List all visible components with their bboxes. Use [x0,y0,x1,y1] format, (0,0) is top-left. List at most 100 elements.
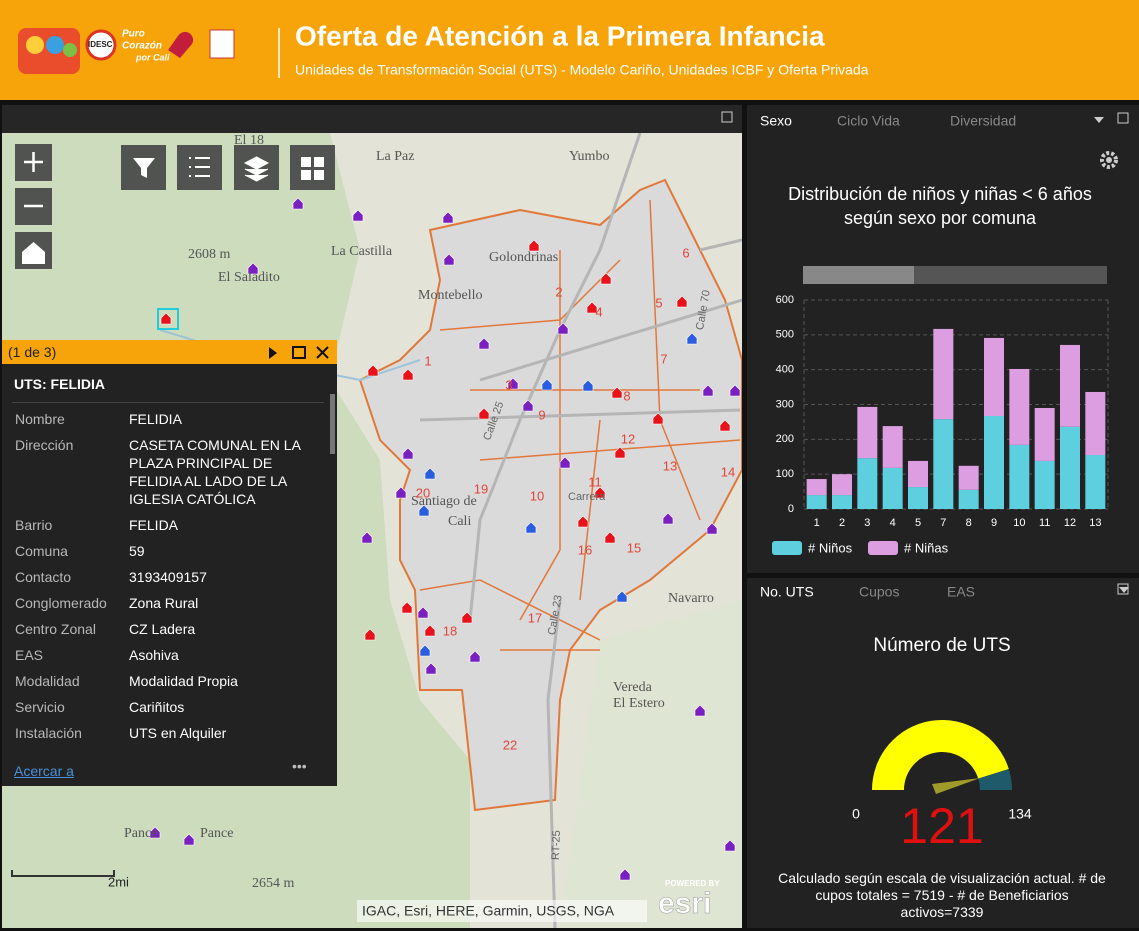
map-marker[interactable] [729,384,741,397]
map-marker[interactable] [676,295,688,308]
map-marker[interactable] [652,412,664,425]
map-marker[interactable] [419,644,431,657]
map-marker[interactable] [594,486,606,499]
map-marker[interactable] [443,253,455,266]
legend-label: # Niñas [904,540,949,555]
bar-segment [857,406,878,459]
field-label: Conglomerado [15,595,107,611]
bar-segment [984,415,1004,509]
map-tools[interactable] [15,144,335,269]
map-marker[interactable] [418,504,430,517]
place-label: Pance [124,826,157,841]
map-marker[interactable] [160,312,172,325]
y-tick-label: 600 [776,294,794,306]
settings-icon[interactable] [1100,151,1118,169]
y-tick-label: 0 [788,503,794,515]
map-marker[interactable] [702,384,714,397]
scroll-handle[interactable] [803,266,914,284]
map-marker[interactable] [395,486,407,499]
gauge-panel [747,578,1139,928]
map-marker[interactable] [706,522,718,535]
chart-title: Distribución de niños y niñas < 6 años s… [788,184,1092,228]
bar-segment [958,489,979,509]
map-marker[interactable] [541,378,553,391]
map-marker[interactable] [611,386,623,399]
popup-row: Modalidad Modalidad Propia [2,672,327,690]
place-label: Navarro [668,591,714,606]
bar-segment [832,495,852,509]
map-marker[interactable] [425,662,437,675]
tab[interactable]: Ciclo Vida [837,113,900,129]
tab[interactable]: EAS [947,584,975,600]
map-marker[interactable] [586,301,598,314]
field-label: Nombre [15,411,65,427]
bar-segment [958,465,979,490]
map-marker[interactable] [694,704,706,717]
map-marker[interactable] [424,467,436,480]
map-marker[interactable] [719,419,731,432]
map-marker[interactable] [478,337,490,350]
map-marker[interactable] [361,531,373,544]
map-marker[interactable] [461,611,473,624]
map-marker[interactable] [183,833,195,846]
more-icon[interactable]: ••• [292,758,307,774]
map-marker[interactable] [528,239,540,252]
tab[interactable]: No. UTS [760,584,814,600]
comuna-label: 17 [528,610,542,625]
map-marker[interactable] [507,377,519,390]
field-value: 59 [129,543,145,559]
comuna-label: 1 [424,353,431,368]
zoom-link[interactable]: Acercar a [14,763,74,779]
comuna-label: 2 [555,284,562,299]
maximize-icon[interactable] [1117,583,1129,595]
field-label: Servicio [15,699,65,715]
map-marker[interactable] [604,531,616,544]
map-marker[interactable] [619,868,631,881]
map-marker[interactable] [600,272,612,285]
road-label: RT-25 [550,830,563,860]
map-marker[interactable] [402,447,414,460]
map-marker[interactable] [352,209,364,222]
tab[interactable]: Sexo [760,113,792,129]
map-marker[interactable] [525,521,537,534]
field-value: FELIDIA [129,411,182,427]
maximize-icon[interactable] [1117,112,1129,124]
map-marker[interactable] [402,368,414,381]
attribution-bg [357,900,647,922]
popup-header: (1 de 3) [2,340,337,364]
map-marker[interactable] [367,364,379,377]
map-marker[interactable] [149,826,161,839]
map-marker[interactable] [247,262,259,275]
map-marker[interactable] [582,379,594,392]
map-marker[interactable] [616,590,628,603]
tab[interactable]: Cupos [859,584,899,600]
popup-row: Dirección CASETA COMUNAL EN LA PLAZA PRIN… [2,436,327,508]
map-marker[interactable] [469,650,481,663]
comuna-label: 8 [623,388,630,403]
map-marker[interactable] [478,407,490,420]
map-marker[interactable] [686,332,698,345]
x-tick-label: 12 [1064,517,1076,529]
map-marker[interactable] [522,399,534,412]
map-marker[interactable] [614,446,626,459]
map-marker[interactable] [417,606,429,619]
map-marker[interactable] [401,601,413,614]
map-marker[interactable] [559,456,571,469]
comuna-label: 4 [595,304,602,319]
tab[interactable]: Diversidad [950,113,1016,129]
map-marker[interactable] [662,512,674,525]
maximize-icon[interactable] [721,111,733,123]
map-marker[interactable] [724,839,736,852]
map-marker[interactable] [442,211,454,224]
gauge-footnote: Calculado según escala de visualización … [778,870,1106,920]
map-marker[interactable] [557,322,569,335]
powered-by: POWERED BY [665,879,720,888]
map-marker[interactable] [364,628,376,641]
popup-controls[interactable] [257,343,337,363]
map-marker[interactable] [424,624,436,637]
field-value: UTS en Alquiler [129,725,227,741]
map-marker[interactable] [292,197,304,210]
comuna-label: 11 [588,474,602,489]
map-marker[interactable] [577,515,589,528]
x-tick-label: 13 [1089,517,1101,529]
